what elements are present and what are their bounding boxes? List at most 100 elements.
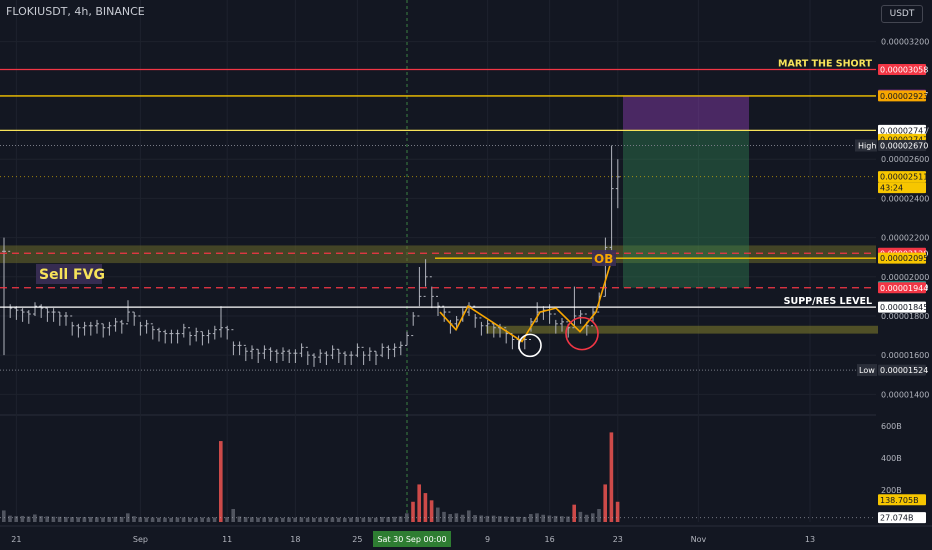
- volume-bar: [436, 507, 440, 522]
- volume-bar: [45, 516, 49, 522]
- volume-bar: [132, 516, 136, 522]
- volume-bar: [380, 516, 384, 522]
- fvg-label-bg: [36, 264, 102, 284]
- low-label-bg: [857, 364, 877, 377]
- symbol-info: FLOKIUSDT, 4h, BINANCE: [6, 5, 145, 18]
- price-tag-bg: [878, 124, 926, 136]
- price-tag-bg: [878, 282, 926, 294]
- volume-bar: [417, 484, 421, 522]
- volume-bars: [2, 432, 620, 522]
- price-tag-label: 0.00001524: [880, 366, 928, 375]
- price-tag-label: 0.00001845: [880, 303, 928, 312]
- volume-tick-label: 600B: [881, 422, 902, 431]
- price-tick-label: 0.00001400: [881, 390, 929, 399]
- volume-tick-label: 200B: [881, 486, 902, 495]
- price-tick-label: 0.00002600: [881, 155, 929, 164]
- low-label: Low: [859, 366, 875, 375]
- price-tag-label: 0.00002747: [880, 135, 928, 144]
- volume-bar: [473, 515, 477, 522]
- volume-bar: [442, 511, 446, 522]
- volume-bar: [219, 441, 223, 522]
- price-tag-label: 0.00002670: [880, 141, 928, 150]
- volume-bar: [491, 515, 496, 522]
- volume-bar: [392, 516, 397, 522]
- volume-bar: [467, 510, 471, 522]
- volume-tag-bg: [878, 494, 926, 506]
- volume-bar: [175, 517, 180, 522]
- volume-bar: [293, 517, 297, 522]
- volume-bar: [566, 516, 570, 522]
- price-axis: 0.00003200 0.00002747 0.00002600 0.00002400…: [855, 38, 929, 524]
- volume-bar: [609, 432, 614, 522]
- volume-bar: [256, 517, 260, 522]
- volume-bar: [405, 513, 409, 522]
- price-tag-label: 0.00002095: [880, 254, 928, 263]
- volume-bar: [305, 517, 310, 522]
- levels: MART THE SHORT SUPP/RES LEVEL: [0, 58, 876, 519]
- volume-bar: [312, 517, 316, 522]
- volume-bar: [560, 516, 564, 522]
- volume-bar: [26, 516, 31, 522]
- time-tick-label: 9: [485, 535, 490, 544]
- currency-button[interactable]: USDT: [881, 5, 923, 23]
- volume-bar: [212, 517, 217, 522]
- volume-bar: [504, 516, 508, 522]
- volume-bar: [584, 514, 589, 522]
- volume-bar: [20, 515, 25, 522]
- volume-bar: [367, 517, 372, 522]
- target-zone: [623, 95, 749, 131]
- volume-bar: [349, 517, 353, 522]
- volume-bar: [225, 517, 229, 522]
- volume-bar: [479, 515, 483, 522]
- volume-bar: [163, 517, 167, 522]
- volume-tag-label: 27.074B: [880, 514, 913, 523]
- price-tag-label: 0.00003058: [880, 65, 928, 74]
- volume-bar: [250, 517, 254, 522]
- volume-bar: [510, 516, 514, 522]
- volume-bar: [107, 517, 111, 522]
- volume-bar: [76, 517, 80, 522]
- zigzag-pattern: [439, 255, 614, 343]
- volume-bar: [206, 517, 211, 522]
- high-label: High: [858, 141, 876, 150]
- volume-bar: [498, 516, 502, 522]
- volume-bar: [578, 511, 583, 522]
- high-label-bg: [855, 139, 877, 152]
- volume-bar: [274, 517, 279, 522]
- volume-tick-label: 400B: [881, 454, 902, 463]
- ob-label: OB: [594, 252, 613, 266]
- volume-bar: [144, 517, 149, 522]
- crosshair-date-bg: [373, 531, 451, 547]
- volume-tag-label: 138.705B: [880, 496, 919, 505]
- price-tag-bg: [878, 90, 926, 102]
- volume-bar: [541, 514, 545, 522]
- volume-bar: [516, 516, 521, 522]
- price-tag-bg: [878, 63, 926, 75]
- volume-bar: [138, 517, 142, 522]
- price-tag-bg: [878, 139, 926, 151]
- price-tick-label: 0.00002000: [881, 273, 929, 282]
- volume-bar: [603, 484, 607, 522]
- level-label-support: SUPP/RES LEVEL: [784, 296, 872, 307]
- volume-bar: [181, 517, 186, 522]
- volume-bar: [268, 517, 273, 522]
- profit-zone: [623, 130, 749, 288]
- price-tag-bg: [878, 171, 926, 183]
- red-circle-marker: [565, 316, 599, 351]
- volume-bar: [448, 514, 452, 522]
- volume-bar: [82, 517, 87, 522]
- volume-bar: [169, 517, 173, 522]
- volume-bar: [14, 516, 18, 522]
- volume-bar: [386, 517, 390, 522]
- price-tag-label: 0.00002923: [880, 92, 928, 101]
- volume-bar: [262, 517, 266, 522]
- price-tick-label: 0.00001600: [881, 351, 929, 360]
- volume-bar: [374, 517, 378, 522]
- candles: [2, 145, 620, 367]
- volume-bar: [324, 517, 328, 522]
- volume-bar: [8, 515, 12, 522]
- volume-bar: [70, 517, 74, 522]
- volume-bar: [330, 517, 335, 522]
- volume-bar: [535, 513, 539, 522]
